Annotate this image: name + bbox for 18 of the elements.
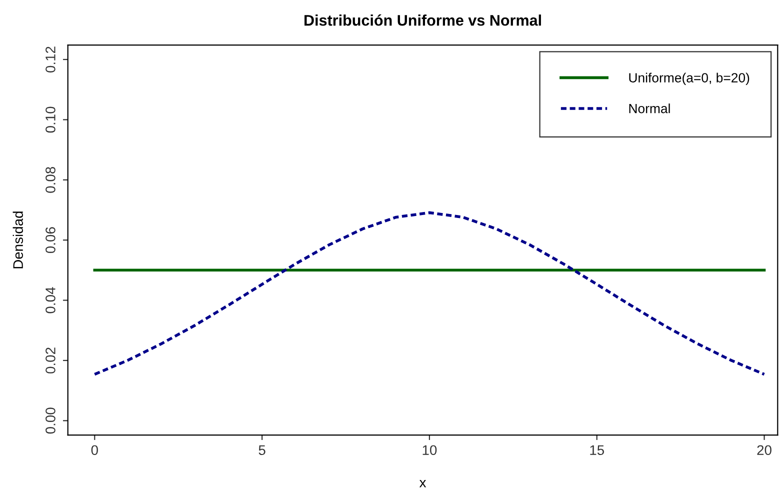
- y-tick-label: 0.06: [46, 227, 56, 254]
- x-tick-label: 15: [590, 445, 604, 456]
- x-tick-label: 20: [757, 445, 772, 456]
- y-axis-title: Densidad: [12, 212, 23, 268]
- legend-label: Normal: [629, 104, 670, 114]
- line-series: [93, 211, 766, 376]
- x-tick-label: 0: [91, 445, 98, 456]
- y-tick-label: 0.04: [46, 287, 56, 314]
- x-tick-label: 5: [258, 445, 266, 456]
- y-tick-label: 0.08: [46, 166, 56, 193]
- x-tick-label: 10: [422, 445, 437, 456]
- y-tick-label: 0.12: [46, 46, 56, 72]
- chart-title: Distribución Uniforme vs Normal: [304, 14, 541, 26]
- y-tick-label: 0.02: [46, 348, 56, 374]
- legend-label: Uniforme(a=0, b=20): [629, 72, 750, 86]
- x-axis-title: x: [419, 480, 426, 488]
- y-tick-label: 0.00: [46, 408, 56, 434]
- y-tick-label: 0.10: [46, 106, 56, 133]
